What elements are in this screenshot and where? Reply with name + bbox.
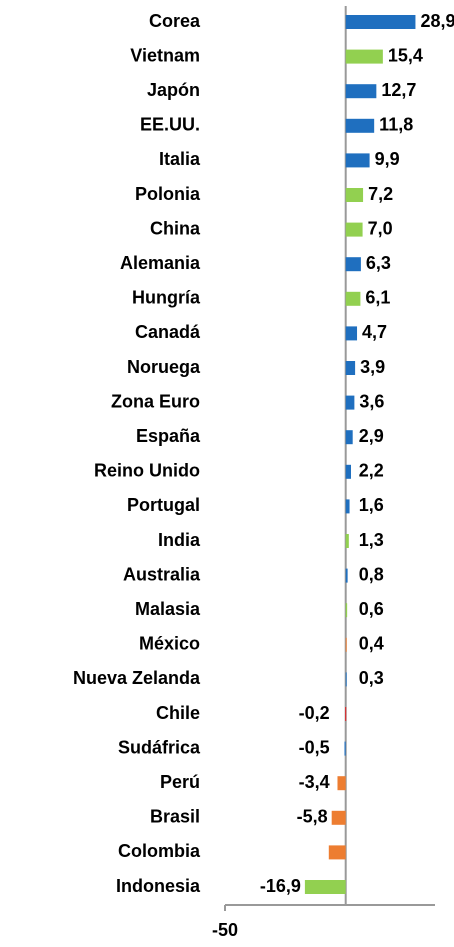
bar (345, 637, 347, 652)
value-label: 0,3 (359, 668, 384, 688)
bar (345, 15, 416, 29)
category-label: China (150, 218, 201, 238)
bar (345, 499, 350, 514)
bar (345, 464, 351, 479)
value-label: 3,9 (360, 357, 385, 377)
value-label: 12,7 (381, 80, 416, 100)
category-label: Noruega (127, 357, 201, 377)
value-label: 7,2 (368, 184, 393, 204)
value-label: 15,4 (388, 45, 423, 65)
value-label: 3,6 (359, 391, 384, 411)
value-label: 0,4 (359, 634, 384, 654)
bar (345, 568, 348, 583)
value-label: -5,8 (297, 807, 328, 827)
category-label: Zona Euro (111, 391, 200, 411)
value-label: 1,6 (359, 495, 384, 515)
value-label: 28,9 (420, 11, 454, 31)
bar (345, 672, 347, 687)
bar (345, 326, 358, 341)
value-label: 2,9 (359, 426, 384, 446)
bar (345, 222, 363, 237)
bar (345, 603, 348, 618)
category-label: Vietnam (130, 45, 200, 65)
category-label: Reino Unido (94, 461, 200, 481)
value-label: 6,3 (366, 253, 391, 273)
category-label: Italia (159, 149, 201, 169)
value-label: -3,4 (299, 772, 330, 792)
bar (345, 153, 370, 168)
category-label: Perú (160, 772, 200, 792)
category-label: México (139, 634, 200, 654)
category-label: Polonia (135, 184, 201, 204)
value-label: 0,8 (359, 564, 384, 584)
category-label: España (136, 426, 201, 446)
bar (304, 880, 346, 894)
category-label: EE.UU. (140, 115, 200, 135)
bar (331, 810, 346, 825)
value-label: 6,1 (365, 288, 390, 308)
category-label: Malasia (135, 599, 201, 619)
value-label: 0,6 (359, 599, 384, 619)
category-label: Portugal (127, 495, 200, 515)
bar (345, 534, 349, 548)
bar (345, 395, 355, 410)
category-label: Hungría (132, 288, 201, 308)
category-label: Nueva Zelanda (73, 668, 201, 688)
bar (345, 188, 364, 202)
bar (345, 707, 347, 721)
value-label: 7,0 (368, 218, 393, 238)
value-label: 4,7 (362, 322, 387, 342)
bar (345, 49, 383, 64)
category-label: Australia (123, 564, 201, 584)
bar (328, 845, 346, 860)
bar (345, 430, 353, 445)
category-label: Colombia (118, 841, 201, 861)
bar (344, 741, 346, 756)
value-label: -0,2 (299, 703, 330, 723)
value-label: -0,5 (299, 737, 330, 757)
value-label: 2,2 (359, 461, 384, 481)
bar (345, 361, 356, 375)
category-label: Sudáfrica (118, 737, 201, 757)
value-label: 1,3 (359, 530, 384, 550)
x-tick-label: -50 (212, 920, 238, 940)
category-label: Alemania (120, 253, 201, 273)
category-label: Indonesia (116, 876, 201, 896)
value-label: -16,9 (260, 876, 301, 896)
bar (345, 257, 361, 272)
category-label: Brasil (150, 807, 200, 827)
bar (345, 118, 375, 133)
category-label: Chile (156, 703, 200, 723)
category-label: Japón (147, 80, 200, 100)
category-label: Corea (149, 11, 201, 31)
bar (345, 84, 377, 99)
value-label: 11,8 (379, 115, 413, 135)
bar (345, 291, 361, 306)
category-label: Canadá (135, 322, 201, 342)
category-label: India (158, 530, 201, 550)
bar (337, 776, 346, 791)
value-label: 9,9 (375, 149, 400, 169)
